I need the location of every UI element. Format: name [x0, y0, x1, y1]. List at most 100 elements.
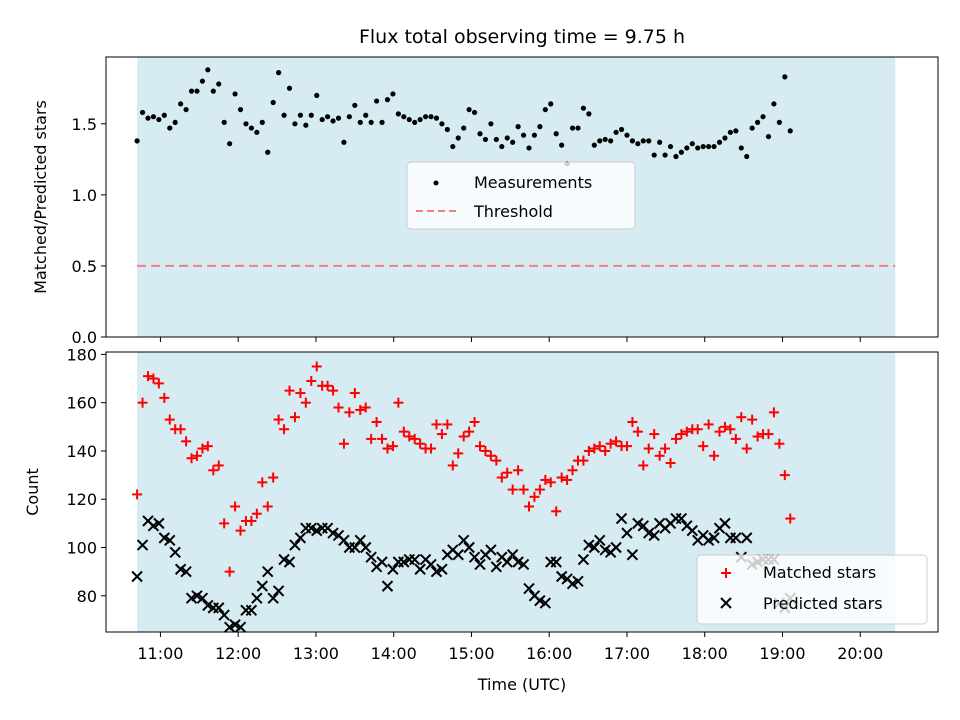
matched-star-point [284, 385, 295, 396]
measurement-point [776, 119, 782, 125]
matched-star-point [447, 460, 458, 471]
measurement-point [559, 142, 565, 148]
measurement-point [210, 88, 216, 94]
predicted-star-point [675, 512, 688, 525]
x-tick-label: 12:00 [215, 644, 261, 663]
measurement-point [624, 132, 630, 138]
matched-star-point [257, 477, 268, 488]
predicted-star-point [501, 556, 513, 568]
matched-star-point [333, 402, 344, 413]
predicted-star-point [294, 532, 307, 544]
matched-star-point [453, 448, 464, 459]
count-x-ticks: 11:00 12:00 13:00 14:00 15:00 16:00 17:00 18:00… [137, 632, 883, 663]
matched-star-point [518, 484, 529, 495]
measurement-point [281, 112, 287, 118]
predicted-star-point [218, 609, 230, 621]
measurement-point [727, 129, 733, 135]
matched-star-point [730, 433, 741, 444]
measurement-point [276, 70, 282, 76]
matched-star-point [355, 404, 366, 415]
predicted-star-point [572, 575, 584, 588]
predicted-star-point [365, 551, 377, 563]
matched-star-point [605, 438, 616, 449]
measurement-point [716, 139, 723, 145]
y-tick-label: 100 [66, 539, 97, 558]
matched-star-point [262, 501, 273, 512]
measurement-point [499, 143, 505, 150]
measurement-point [227, 141, 233, 147]
measurement-point [510, 139, 516, 145]
measurement-point [471, 109, 478, 116]
matched-star-point [148, 373, 159, 384]
measurement-point [303, 122, 309, 128]
measurement-point [433, 115, 440, 121]
measurement-point [771, 101, 777, 107]
measurement-point [504, 135, 510, 141]
measurement-point [134, 138, 140, 144]
matched-star-point [719, 421, 730, 432]
matched-star-point [197, 443, 208, 454]
measurement-point [689, 141, 695, 147]
measurement-point [292, 121, 298, 127]
ratio-y-label: Matched/Predicted stars [31, 100, 50, 294]
measurement-point [526, 145, 532, 151]
measurement-point [379, 119, 385, 125]
matched-star-point [213, 460, 224, 471]
matched-star-point [665, 458, 676, 469]
matched-star-point [349, 388, 360, 399]
legend-threshold-label: Threshold [473, 202, 553, 221]
matched-star-point [513, 465, 524, 476]
matched-star-point [175, 424, 186, 435]
legend-measurements-marker [433, 180, 439, 186]
measurement-point [722, 135, 728, 141]
matched-star-point [725, 424, 736, 435]
matched-star-point [475, 441, 486, 452]
measurement-point [613, 129, 619, 135]
matched-star-point [774, 438, 785, 449]
matched-star-point [159, 392, 170, 403]
predicted-star-point [354, 534, 366, 546]
ratio-x-ticks [159, 337, 861, 342]
measurement-point [733, 128, 739, 134]
matched-star-point [654, 450, 665, 461]
measurement-point [335, 115, 342, 121]
matched-star-point [300, 397, 311, 408]
measurement-point [194, 88, 200, 94]
predicted-star-point [610, 541, 622, 554]
measurement-point [259, 119, 265, 125]
matched-star-point [709, 450, 720, 461]
predicted-star-point [136, 539, 149, 551]
matched-star-point [279, 424, 290, 435]
measurement-point [221, 119, 227, 125]
predicted-star-point [408, 553, 421, 566]
matched-star-point [768, 407, 779, 418]
legend-predicted-label: Predicted stars [763, 594, 883, 613]
measurement-point [667, 143, 674, 150]
measurement-point [297, 112, 303, 118]
matched-star-point [529, 491, 540, 502]
matched-star-point [393, 397, 404, 408]
predicted-star-point [457, 534, 470, 546]
y-tick-label: 1.5 [72, 115, 97, 134]
legend-predicted-marker [720, 597, 732, 609]
measurement-point [537, 124, 543, 130]
measurement-point [139, 109, 146, 116]
measurement-point [384, 97, 391, 103]
matched-star-point [246, 515, 257, 526]
predicted-star-point [517, 558, 530, 571]
measurement-point [706, 143, 712, 150]
measurement-point [232, 91, 238, 97]
predicted-star-point [626, 549, 639, 561]
measurement-point [657, 139, 663, 145]
measurement-point [205, 67, 211, 73]
predicted-star-point [615, 512, 628, 525]
predicted-star-point [131, 570, 143, 583]
matched-star-point [703, 419, 714, 430]
matched-star-point [398, 426, 409, 437]
matched-star-point [186, 453, 197, 464]
predicted-star-point [550, 556, 562, 568]
chart-title: Flux total observing time = 9.75 h [359, 26, 685, 48]
count-legend-box [696, 554, 928, 625]
measurement-point [455, 135, 461, 141]
